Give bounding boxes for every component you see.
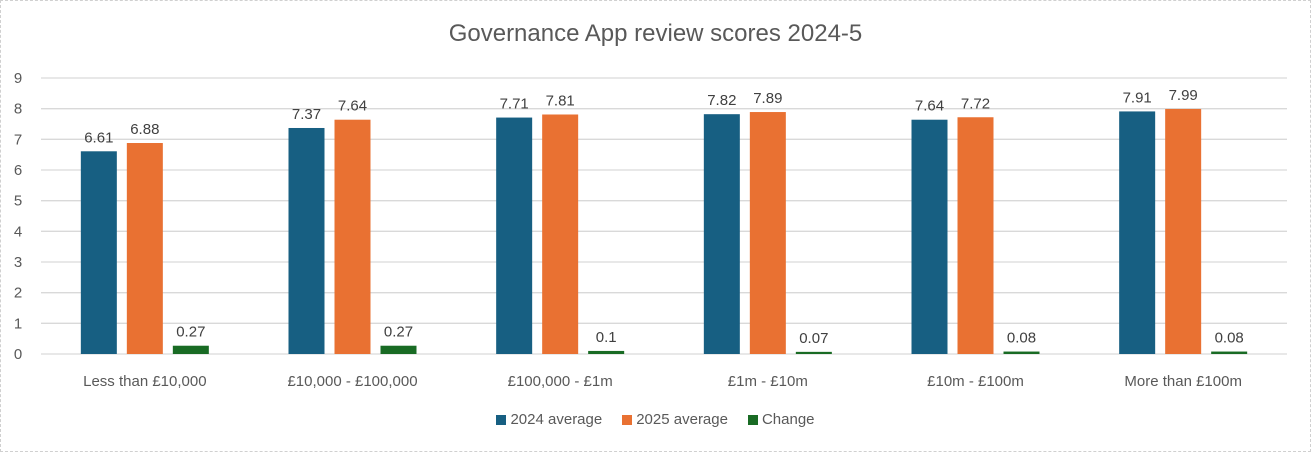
data-label: 7.81 [546, 92, 575, 109]
legend-label: Change [761, 411, 815, 428]
y-tick-label: 1 [14, 315, 22, 332]
legend-swatch-2025 [622, 414, 633, 425]
bar-2025-average [1165, 108, 1202, 355]
bar-change [172, 345, 209, 354]
bar-change [380, 345, 417, 354]
data-label: 6.61 [84, 129, 113, 146]
x-category-label: £10m - £100m [927, 373, 1024, 390]
data-label: 0.1 [596, 329, 617, 346]
y-tick-label: 8 [14, 101, 22, 118]
data-label: 6.88 [130, 121, 159, 138]
chart-legend: 2024 average 2025 average Change [0, 411, 1311, 428]
y-tick-label: 3 [14, 254, 22, 271]
bar-2025-average [126, 143, 163, 354]
legend-label: 2025 average [636, 411, 728, 428]
y-tick-label: 4 [14, 223, 22, 240]
data-label: 7.37 [292, 106, 321, 123]
legend-item-change: Change [747, 411, 815, 428]
bar-change [1003, 351, 1040, 354]
data-label: 7.82 [707, 92, 736, 109]
x-category-label: £100,000 - £1m [508, 373, 613, 390]
bar-2024-average [288, 127, 325, 354]
legend-item-2024-average: 2024 average [496, 411, 602, 428]
y-tick-label: 6 [14, 162, 22, 179]
bar-2024-average [703, 114, 740, 354]
legend-swatch-change [747, 414, 758, 425]
data-label: 0.07 [799, 330, 828, 347]
data-label: 7.91 [1123, 89, 1152, 106]
x-category-label: Less than £10,000 [83, 373, 206, 390]
y-tick-label: 9 [14, 70, 22, 87]
y-tick-label: 2 [14, 285, 22, 302]
data-label: 0.27 [384, 324, 413, 341]
x-category-label: £10,000 - £100,000 [287, 373, 417, 390]
x-category-label: £1m - £10m [728, 373, 808, 390]
bar-2025-average [957, 117, 994, 355]
bar-change [1211, 351, 1248, 354]
data-label: 7.72 [961, 95, 990, 112]
data-label: 0.27 [176, 324, 205, 341]
legend-label: 2024 average [510, 411, 603, 428]
y-tick-label: 7 [14, 131, 22, 148]
bar-2025-average [542, 114, 579, 354]
bar-change [795, 351, 832, 354]
bar-2025-average [749, 112, 786, 354]
bar-2024-average [496, 117, 533, 354]
data-label: 7.71 [500, 96, 529, 113]
data-label: 0.08 [1007, 330, 1036, 347]
bar-2024-average [911, 119, 948, 354]
y-tick-label: 0 [14, 346, 22, 363]
data-label: 7.64 [338, 98, 367, 115]
bar-2025-average [334, 119, 371, 354]
bar-change [588, 350, 625, 354]
legend-item-2025-average: 2025 average [622, 411, 728, 428]
chart-title: Governance App review scores 2024-5 [448, 20, 863, 47]
data-label: 0.08 [1215, 330, 1244, 347]
data-label: 7.89 [753, 90, 782, 107]
y-tick-label: 5 [14, 193, 22, 210]
bar-2024-average [1119, 111, 1156, 354]
legend-swatch-2024 [496, 414, 507, 425]
data-label: 7.99 [1169, 87, 1198, 104]
bar-2024-average [80, 151, 117, 354]
x-category-label: More than £100m [1124, 373, 1242, 390]
data-label: 7.64 [915, 98, 944, 115]
